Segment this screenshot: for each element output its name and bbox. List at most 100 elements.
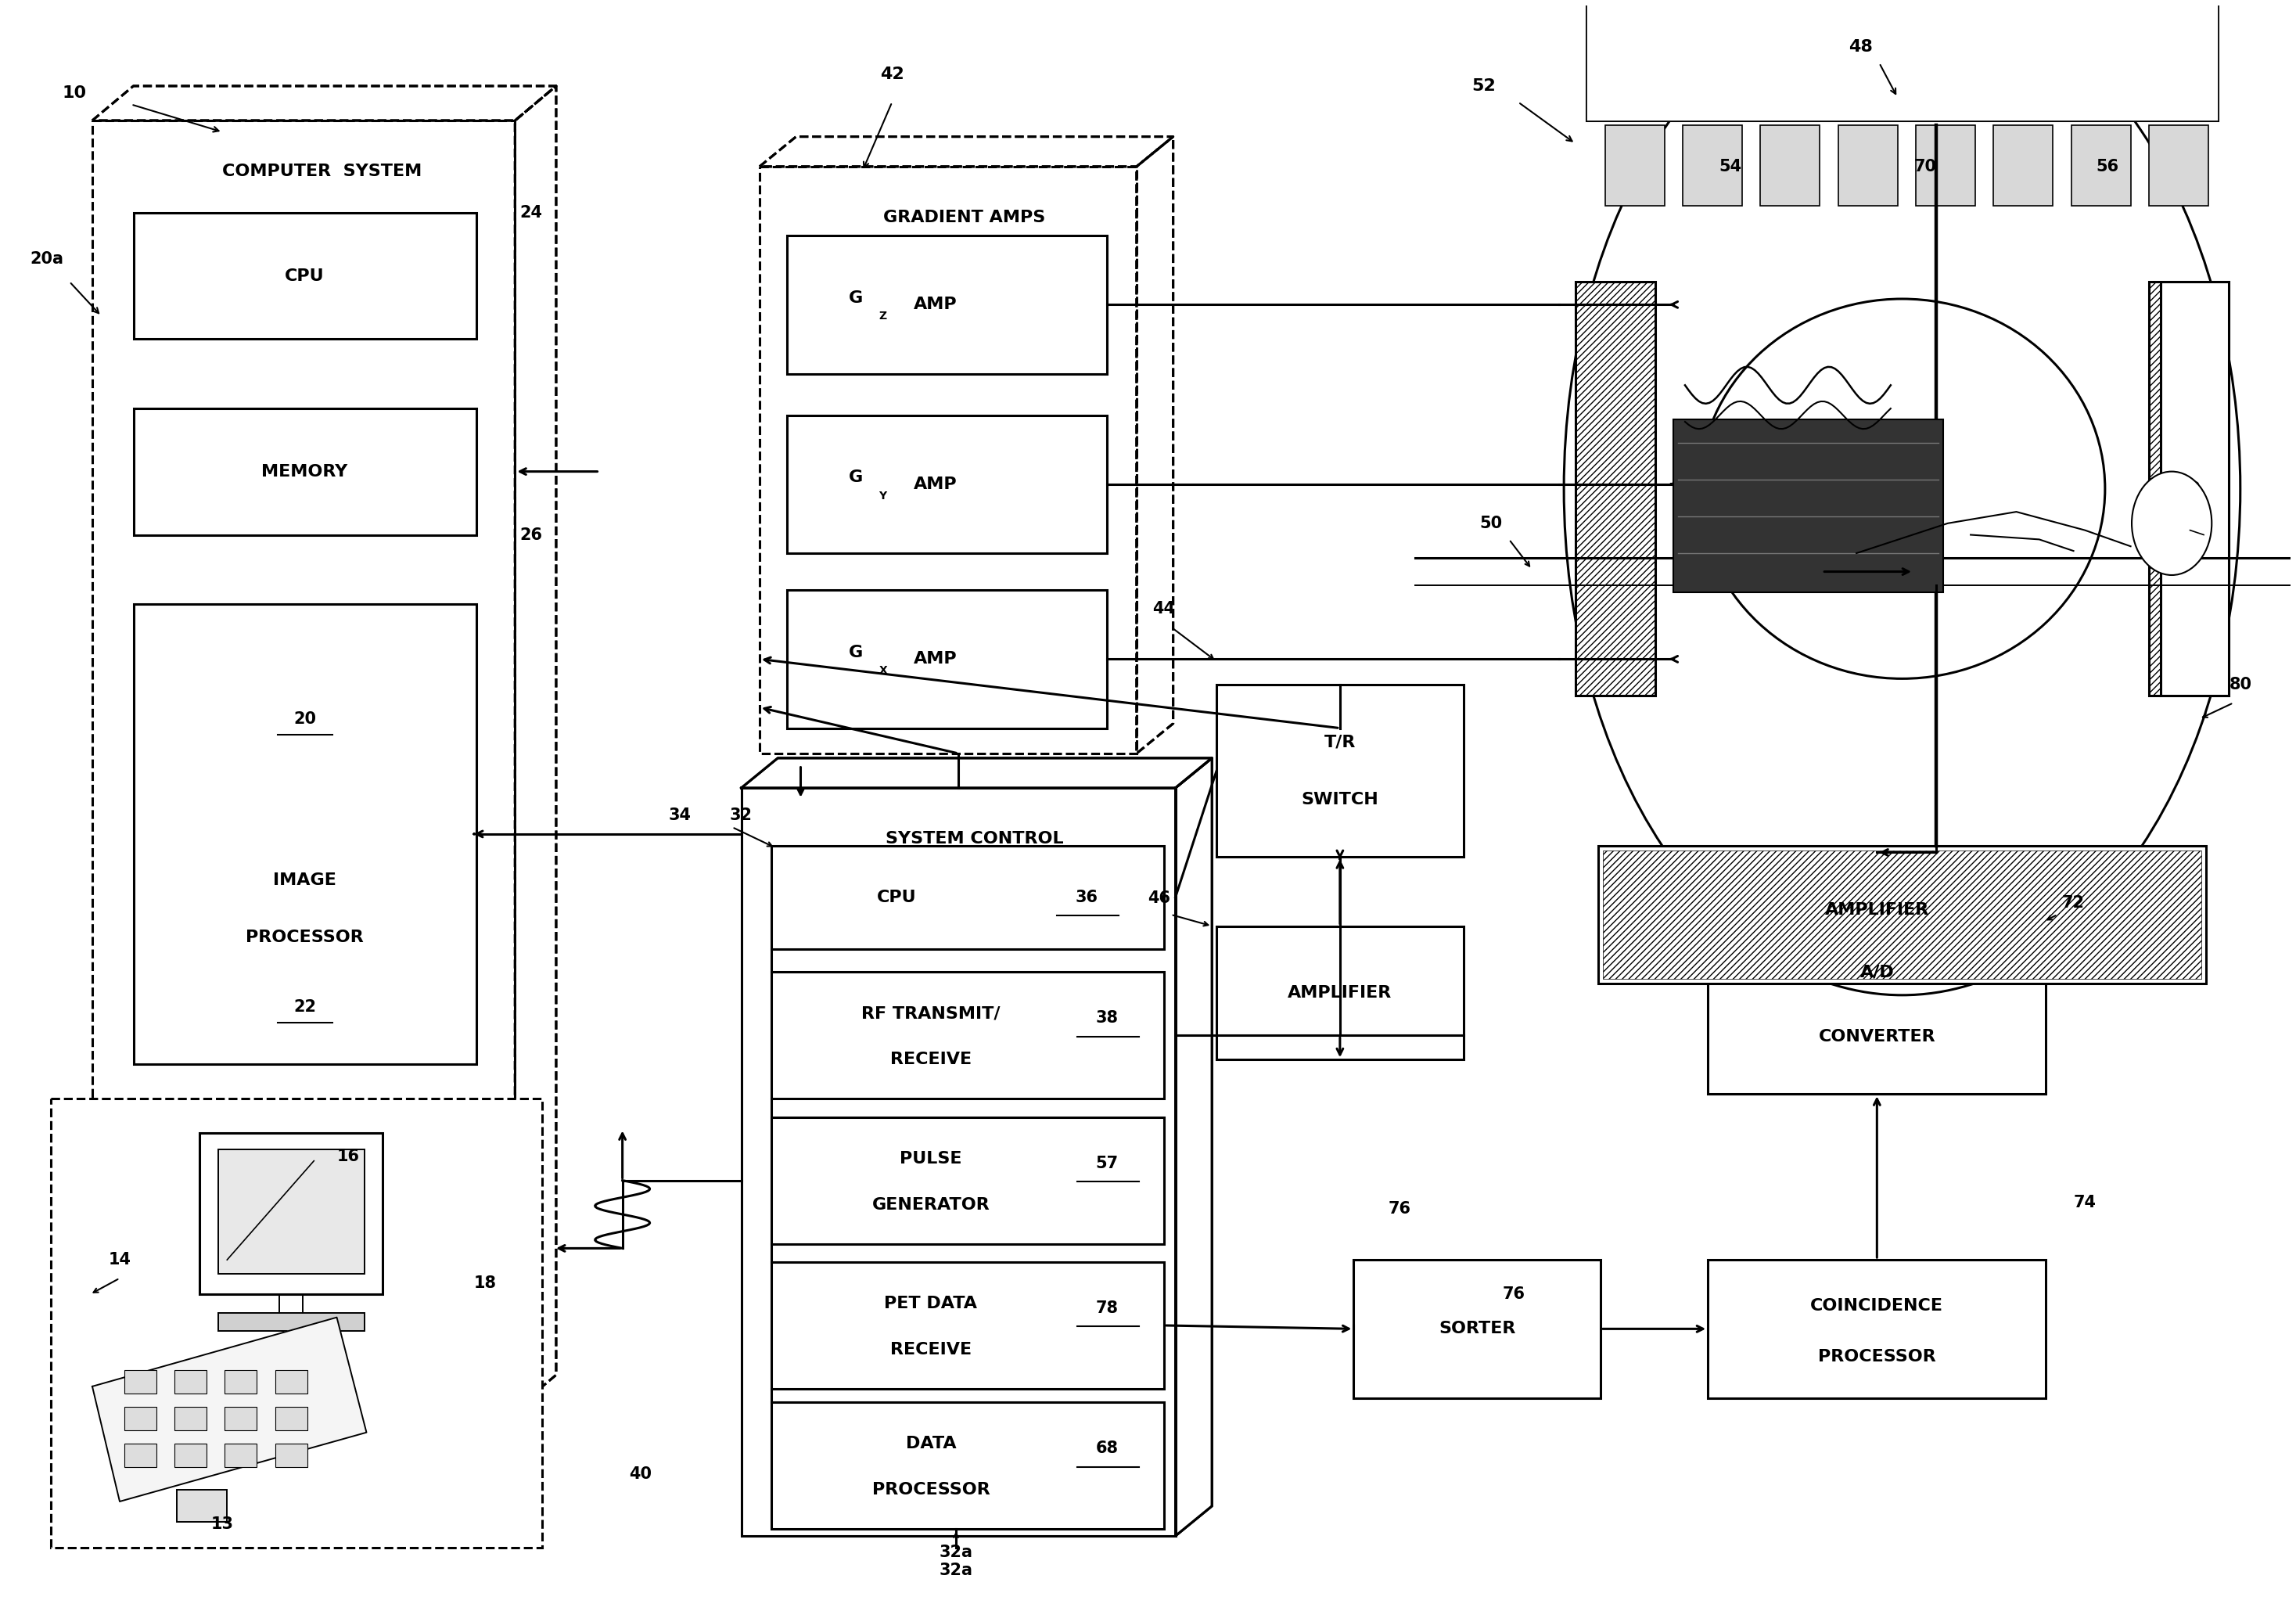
Text: RF TRANSMIT/: RF TRANSMIT/ bbox=[861, 1006, 1001, 1022]
Text: MEMORY: MEMORY bbox=[262, 464, 349, 480]
Bar bbox=[218, 1312, 365, 1332]
Text: 56: 56 bbox=[2096, 159, 2119, 175]
Polygon shape bbox=[92, 86, 556, 120]
Bar bbox=[788, 415, 1107, 553]
Text: COMPUTER  SYSTEM: COMPUTER SYSTEM bbox=[223, 164, 422, 178]
Text: 14: 14 bbox=[108, 1252, 131, 1268]
Text: SORTER: SORTER bbox=[1440, 1320, 1515, 1337]
Text: GENERATOR: GENERATOR bbox=[872, 1197, 990, 1212]
Text: 32a: 32a bbox=[939, 1544, 974, 1560]
Bar bbox=[1708, 1260, 2046, 1398]
Bar bbox=[1993, 125, 2053, 206]
Text: 32a: 32a bbox=[939, 1562, 974, 1578]
Bar bbox=[1603, 850, 2202, 980]
Bar bbox=[174, 1444, 207, 1466]
Text: AMP: AMP bbox=[914, 297, 957, 313]
Text: 76: 76 bbox=[1502, 1286, 1525, 1302]
Text: 26: 26 bbox=[519, 527, 542, 543]
Text: 52: 52 bbox=[1472, 78, 1497, 94]
Bar bbox=[276, 1408, 308, 1431]
Text: A/D: A/D bbox=[1860, 965, 1894, 980]
Bar bbox=[133, 603, 475, 1064]
Text: 46: 46 bbox=[1148, 890, 1171, 907]
Bar bbox=[771, 845, 1164, 949]
Bar bbox=[1683, 125, 1743, 206]
Polygon shape bbox=[92, 1317, 367, 1502]
Bar bbox=[771, 1118, 1164, 1244]
Text: COINCIDENCE: COINCIDENCE bbox=[1812, 1298, 1942, 1314]
Text: IMAGE: IMAGE bbox=[273, 873, 338, 887]
Bar bbox=[1761, 125, 1821, 206]
Bar bbox=[276, 1444, 308, 1466]
Text: 18: 18 bbox=[473, 1275, 496, 1291]
Bar bbox=[1708, 853, 2046, 1095]
Text: 57: 57 bbox=[1095, 1155, 1118, 1171]
Text: 82: 82 bbox=[2179, 482, 2202, 496]
Bar bbox=[771, 1403, 1164, 1530]
Bar bbox=[742, 788, 1176, 1536]
Text: RECEIVE: RECEIVE bbox=[891, 1341, 971, 1358]
Bar bbox=[200, 1134, 383, 1294]
Bar bbox=[771, 1262, 1164, 1388]
Polygon shape bbox=[760, 136, 1173, 167]
Text: 44: 44 bbox=[1153, 600, 1176, 616]
Polygon shape bbox=[742, 757, 1212, 788]
Text: 76: 76 bbox=[1389, 1202, 1410, 1216]
Text: G: G bbox=[847, 644, 863, 660]
Text: PROCESSOR: PROCESSOR bbox=[246, 929, 363, 946]
Text: 36: 36 bbox=[1075, 889, 1097, 905]
Text: 38: 38 bbox=[1095, 1011, 1118, 1027]
Ellipse shape bbox=[1699, 298, 2105, 678]
Text: 10: 10 bbox=[62, 84, 87, 101]
Bar bbox=[2071, 125, 2131, 206]
Bar bbox=[788, 590, 1107, 728]
Bar bbox=[771, 972, 1164, 1098]
Text: PET DATA: PET DATA bbox=[884, 1296, 978, 1311]
Bar bbox=[1839, 125, 1896, 206]
Text: RECEIVE: RECEIVE bbox=[891, 1051, 971, 1067]
Text: 74: 74 bbox=[2073, 1194, 2096, 1210]
Bar bbox=[2161, 282, 2229, 696]
Text: 70: 70 bbox=[1913, 159, 1936, 175]
Text: AMP: AMP bbox=[914, 652, 957, 667]
Text: 20: 20 bbox=[294, 710, 317, 727]
Text: AMPLIFIER: AMPLIFIER bbox=[1288, 985, 1391, 1001]
Text: 13: 13 bbox=[211, 1517, 234, 1533]
Bar bbox=[218, 1150, 365, 1273]
Text: CPU: CPU bbox=[877, 889, 916, 905]
Text: 80: 80 bbox=[2229, 676, 2252, 693]
Text: 20a: 20a bbox=[30, 251, 64, 266]
Bar bbox=[2149, 125, 2209, 206]
Text: SYSTEM CONTROL: SYSTEM CONTROL bbox=[886, 830, 1063, 847]
Bar bbox=[1605, 125, 1665, 206]
Polygon shape bbox=[1176, 757, 1212, 1536]
Polygon shape bbox=[1137, 136, 1173, 754]
Bar bbox=[124, 1444, 156, 1466]
Text: G: G bbox=[847, 290, 863, 305]
Text: PROCESSOR: PROCESSOR bbox=[1818, 1348, 1936, 1364]
Text: CONVERTER: CONVERTER bbox=[1818, 1028, 1936, 1045]
Bar bbox=[174, 1371, 207, 1393]
Bar bbox=[177, 1491, 227, 1521]
Bar bbox=[1587, 0, 2218, 120]
Bar bbox=[760, 167, 1137, 754]
Text: 72: 72 bbox=[2062, 895, 2085, 912]
Ellipse shape bbox=[2131, 472, 2211, 576]
Text: 16: 16 bbox=[338, 1148, 360, 1165]
Text: Z: Z bbox=[879, 311, 886, 321]
Text: 68: 68 bbox=[1095, 1440, 1118, 1457]
Bar bbox=[1587, 0, 2218, 120]
Text: 54: 54 bbox=[1720, 159, 1743, 175]
Text: PROCESSOR: PROCESSOR bbox=[872, 1483, 990, 1497]
Bar bbox=[1217, 926, 1463, 1059]
Bar bbox=[124, 1371, 156, 1393]
Bar bbox=[1575, 282, 1655, 696]
Bar bbox=[174, 1408, 207, 1431]
Bar bbox=[1915, 125, 1975, 206]
Bar bbox=[51, 1098, 542, 1547]
Text: 40: 40 bbox=[629, 1466, 652, 1481]
Bar bbox=[225, 1444, 257, 1466]
Bar bbox=[133, 212, 475, 339]
Text: 32: 32 bbox=[730, 808, 753, 824]
Bar bbox=[133, 409, 475, 535]
